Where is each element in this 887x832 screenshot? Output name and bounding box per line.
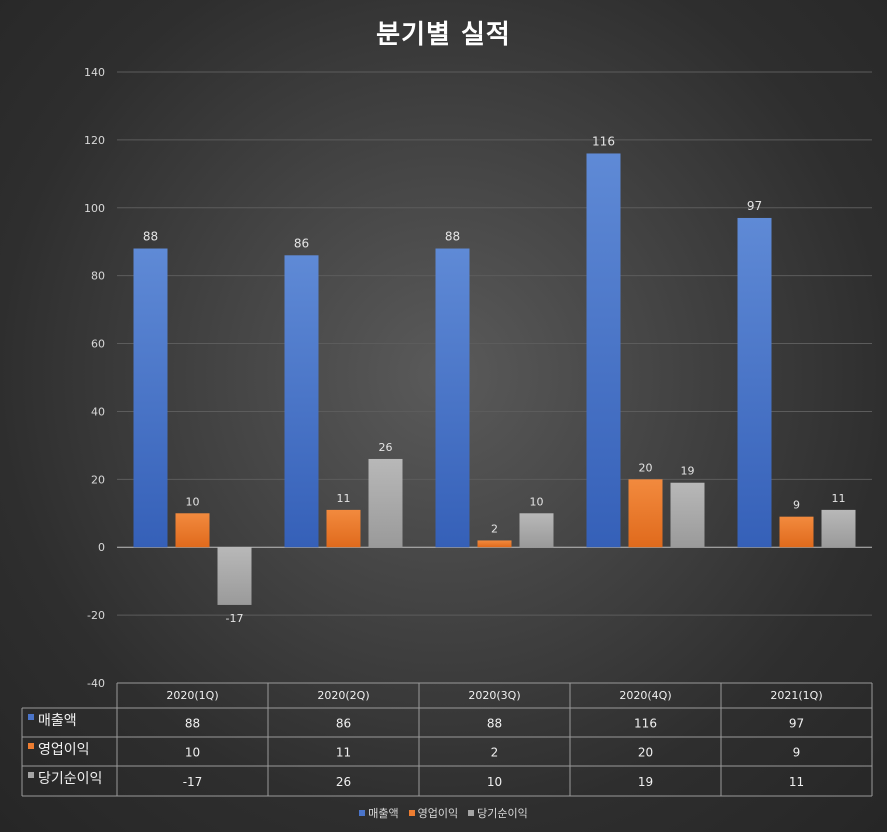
bar — [217, 547, 252, 605]
table-cell: 20 — [638, 746, 653, 760]
data-label: 86 — [294, 236, 309, 250]
table-header-cell: 2021(1Q) — [770, 689, 822, 702]
data-labels: 88 10 -17 86 11 26 88 2 10 116 20 19 97 9 11 — [143, 134, 846, 624]
y-tick-label: 140 — [84, 66, 105, 79]
bar — [628, 479, 663, 548]
bar — [284, 255, 319, 548]
series-swatch — [28, 743, 34, 749]
table-cell: 11 — [336, 746, 351, 760]
bar — [779, 516, 814, 548]
bar — [175, 513, 210, 548]
data-label: 19 — [681, 465, 695, 478]
data-label: 20 — [639, 461, 653, 474]
legend-label: 매출액 — [368, 807, 399, 820]
y-tick-label: 100 — [84, 202, 105, 215]
table-cell: 88 — [487, 717, 502, 731]
table-cell: 97 — [789, 717, 804, 731]
data-label: 97 — [747, 199, 762, 213]
table-cell: 10 — [487, 775, 502, 789]
data-label: -17 — [226, 612, 244, 625]
y-tick-label: 40 — [91, 405, 105, 418]
legend-label: 영업이익 — [417, 807, 459, 820]
bar — [586, 153, 621, 548]
chart-title: 분기별 실적 — [376, 20, 511, 50]
y-axis-ticks: -40 -20 0 20 40 60 80 100 120 140 — [84, 66, 105, 690]
bar — [133, 248, 168, 548]
bar — [737, 217, 772, 548]
data-label: 2 — [491, 522, 498, 535]
table-series-label: 매출액 — [38, 713, 77, 729]
series-swatch — [28, 772, 34, 778]
legend-item: 당기순이익 — [468, 805, 528, 821]
data-label: 10 — [530, 495, 544, 508]
legend-swatch — [408, 810, 415, 816]
bars — [133, 153, 856, 605]
table-header-cell: 2020(4Q) — [619, 689, 671, 702]
bar — [519, 513, 554, 548]
table-header-cell: 2020(1Q) — [166, 689, 218, 702]
bar — [821, 509, 856, 548]
table-cell: 9 — [793, 746, 801, 760]
data-label: 11 — [832, 492, 846, 505]
y-tick-label: -20 — [87, 609, 105, 622]
legend-item: 영업이익 — [408, 805, 459, 821]
y-tick-label: -40 — [87, 677, 105, 690]
table-series-label: 당기순이익 — [38, 771, 102, 787]
y-tick-label: 80 — [91, 270, 105, 283]
table-header-cell: 2020(2Q) — [317, 689, 369, 702]
y-tick-label: 120 — [84, 134, 105, 147]
legend-swatch — [359, 810, 366, 816]
table-cell: 116 — [634, 717, 657, 731]
table-cell: 19 — [638, 775, 653, 789]
y-tick-label: 60 — [91, 338, 105, 351]
bar — [368, 458, 403, 548]
table-cell: 26 — [336, 775, 351, 789]
legend-item: 매출액 — [359, 805, 399, 821]
data-label: 10 — [186, 495, 200, 508]
bar — [670, 482, 705, 548]
legend: 매출액 영업이익 당기순이익 — [0, 805, 887, 821]
y-tick-label: 20 — [91, 473, 105, 486]
y-tick-label: 0 — [98, 541, 105, 554]
table-header-cell: 2020(3Q) — [468, 689, 520, 702]
table-cell: 2 — [491, 746, 499, 760]
data-label: 88 — [445, 230, 460, 244]
bar — [477, 540, 512, 548]
data-label: 26 — [379, 441, 393, 454]
data-label: 11 — [337, 492, 351, 505]
table-series-label: 영업이익 — [38, 742, 90, 758]
table-cell: 88 — [185, 717, 200, 731]
bar — [326, 509, 361, 548]
data-label: 116 — [592, 134, 615, 148]
series-swatch — [28, 714, 34, 720]
bar — [435, 248, 470, 548]
data-label: 9 — [793, 499, 800, 512]
legend-swatch — [468, 810, 475, 816]
table-cell: 86 — [336, 717, 351, 731]
table-cell: 10 — [185, 746, 200, 760]
table-cell: 11 — [789, 775, 804, 789]
data-label: 88 — [143, 230, 158, 244]
data-table: 2020(1Q) 2020(2Q) 2020(3Q) 2020(4Q) 2021(1Q)… — [21, 682, 873, 797]
legend-label: 당기순이익 — [477, 807, 528, 820]
table-cell: -17 — [183, 775, 203, 789]
